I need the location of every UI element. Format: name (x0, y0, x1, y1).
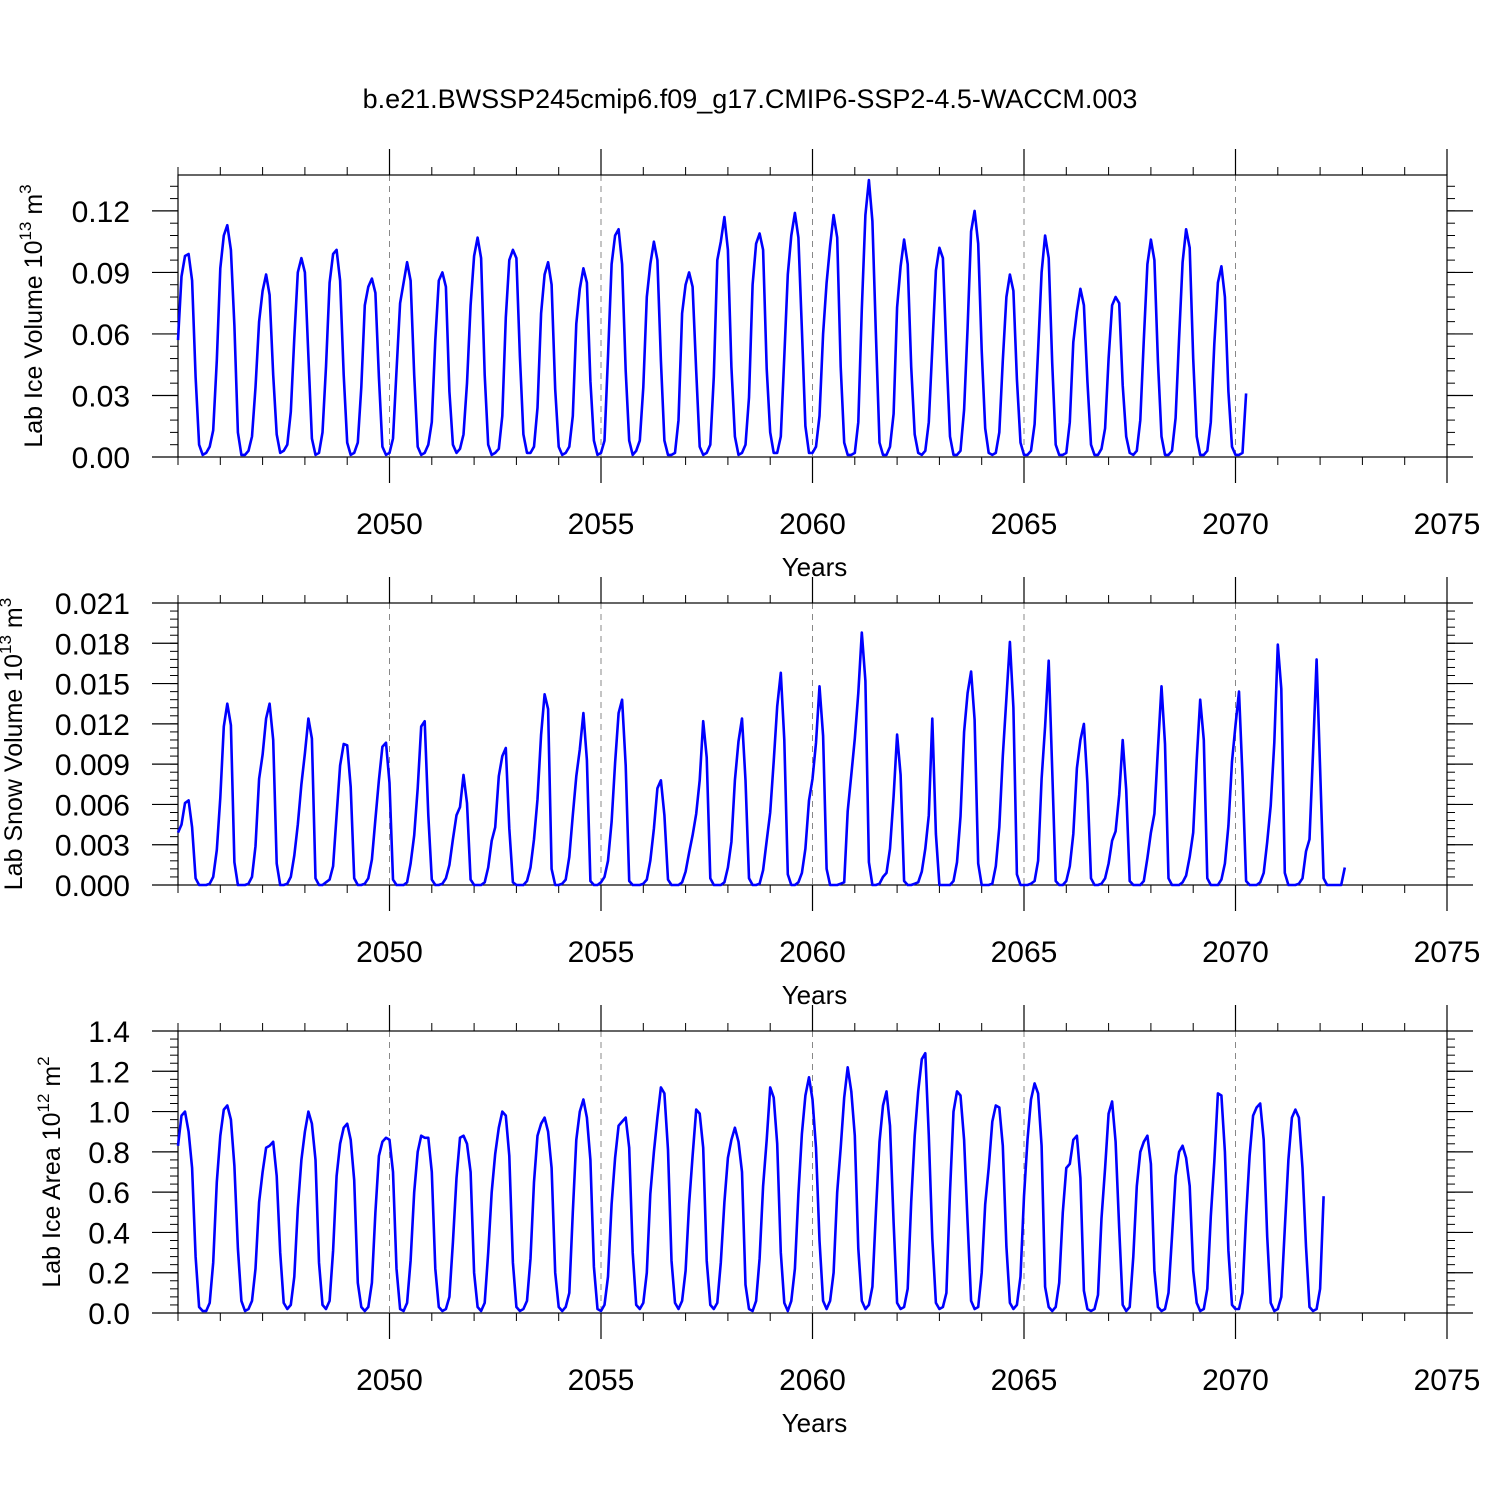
y-tick-label: 0.4 (88, 1217, 130, 1250)
y-axis-label: Lab Ice Area 1012 m2 (34, 1056, 66, 1287)
x-tick-label: 2050 (356, 936, 423, 969)
panel-3: 0.0 0.2 0.4 0.6 0.8 1.0 1.2 1.4 2050 2055 2060 2065… (34, 1005, 1480, 1438)
x-tick-label: 2060 (779, 936, 846, 969)
x-tick-label: 2070 (1202, 936, 1269, 969)
series-line (176, 1051, 1325, 1313)
y-tick-label: 1.4 (88, 1016, 130, 1049)
y-axis-label: Lab Ice Volume 1013 m3 (16, 184, 48, 447)
x-tick-label: 2070 (1202, 508, 1269, 541)
x-tick-label: 2050 (356, 508, 423, 541)
y-tick-label: 0.021 (55, 588, 130, 621)
series-line (176, 178, 1248, 457)
chart-title: b.e21.BWSSP245cmip6.f09_g17.CMIP6-SSP2-4… (362, 84, 1138, 114)
y-tick-label: 0.006 (55, 789, 130, 822)
y-tick-label: 0.00 (72, 442, 130, 475)
y-tick-label: 0.0 (88, 1298, 130, 1331)
x-tick-label: 2055 (568, 1364, 635, 1397)
x-axis-label: Years (782, 1408, 848, 1438)
y-tick-label: 0.09 (72, 257, 130, 290)
x-tick-label: 2060 (779, 508, 846, 541)
x-tick-label: 2055 (568, 508, 635, 541)
x-tick-label: 2050 (356, 1364, 423, 1397)
y-tick-label: 0.003 (55, 830, 130, 863)
y-tick-label: 0.2 (88, 1258, 130, 1291)
plot-frame (177, 602, 1448, 886)
x-tick-label: 2055 (568, 936, 635, 969)
y-axis-label: Lab Snow Volume 1013 m3 (0, 598, 28, 890)
y-tick-label: 0.06 (72, 319, 130, 352)
series-line (176, 631, 1347, 887)
y-tick-label: 0.000 (55, 870, 130, 903)
y-tick-label: 0.012 (55, 709, 130, 742)
y-tick-label: 0.12 (72, 196, 130, 229)
y-tick-label: 0.6 (88, 1177, 130, 1210)
y-tick-label: 0.009 (55, 749, 130, 782)
y-tick-label: 1.2 (88, 1056, 130, 1089)
y-tick-label: 1.0 (88, 1097, 130, 1130)
x-tick-label: 2065 (991, 1364, 1058, 1397)
y-tick-label: 0.03 (72, 380, 130, 413)
y-tick-label: 0.8 (88, 1137, 130, 1170)
y-tick-label: 0.015 (55, 669, 130, 702)
plot-frame (177, 1030, 1448, 1314)
x-axis-label: Years (782, 980, 848, 1010)
y-tick-label: 0.018 (55, 628, 130, 661)
x-tick-label: 2065 (991, 508, 1058, 541)
panel-2: 0.000 0.003 0.006 0.009 0.012 0.015 0.018 0.021… (0, 577, 1480, 1010)
x-tick-label: 2075 (1414, 508, 1481, 541)
x-tick-label: 2060 (779, 1364, 846, 1397)
x-tick-label: 2075 (1414, 1364, 1481, 1397)
x-tick-label: 2070 (1202, 1364, 1269, 1397)
plot-frame (177, 174, 1448, 458)
x-axis-label: Years (782, 552, 848, 582)
panel-1: 0.00 0.03 0.06 0.09 0.12 2050 2055 2060 2065 2070… (16, 149, 1480, 582)
x-tick-label: 2075 (1414, 936, 1481, 969)
x-tick-label: 2065 (991, 936, 1058, 969)
